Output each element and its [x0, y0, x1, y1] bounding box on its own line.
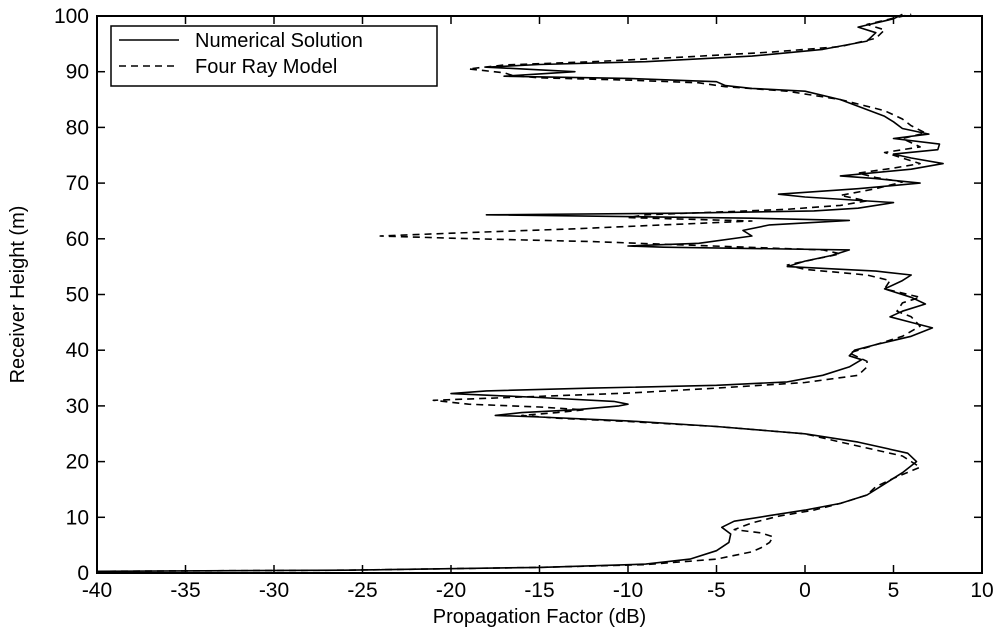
y-tick-label: 60: [66, 228, 89, 251]
y-tick-label: 70: [66, 172, 89, 195]
x-tick-label: -5: [707, 579, 726, 602]
series-line-four-ray-model: [96, 13, 927, 573]
x-tick-label: 5: [888, 579, 900, 602]
y-tick-label: 20: [66, 451, 89, 474]
legend-box: [110, 25, 438, 87]
y-tick-label: 0: [77, 562, 89, 585]
y-tick-label: 100: [54, 5, 89, 28]
y-tick-label: 50: [66, 284, 89, 307]
y-tick-label: 10: [66, 506, 89, 529]
y-tick-label: 80: [66, 116, 89, 139]
legend: Numerical Solution Four Ray Model: [110, 25, 438, 87]
axis-ticks: -40 -35 -30 -25 -20 -15 -10 -5 0 5 100102030405060…: [54, 5, 994, 602]
x-tick-label: -25: [347, 579, 377, 602]
x-tick-label: -20: [436, 579, 466, 602]
x-axis-label: Propagation Factor (dB): [433, 606, 646, 628]
plot-area: [96, 13, 944, 573]
legend-label-four-ray-model: Four Ray Model: [195, 56, 337, 78]
x-tick-label: -40: [82, 579, 112, 602]
x-tick-label: -15: [524, 579, 554, 602]
x-tick-label: -35: [170, 579, 200, 602]
x-tick-label: -10: [613, 579, 643, 602]
y-tick-label: 40: [66, 339, 89, 362]
x-tick-label: -30: [259, 579, 289, 602]
x-tick-label: 10: [970, 579, 993, 602]
y-tick-label: 90: [66, 61, 89, 84]
legend-label-numerical-solution: Numerical Solution: [195, 30, 363, 52]
y-axis-label: Receiver Height (m): [7, 206, 29, 384]
x-tick-label: 0: [799, 579, 811, 602]
y-tick-label: 30: [66, 395, 89, 418]
